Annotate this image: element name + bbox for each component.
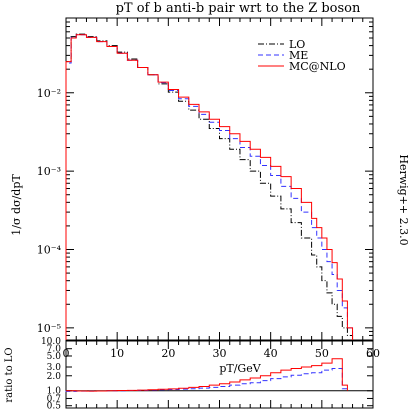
ratio-y-tick-label: 7.0 <box>47 345 62 355</box>
ratio-y-tick-label: 5.0 <box>47 352 62 362</box>
ratio-y-tick-label: 3.0 <box>47 363 62 373</box>
series-line-mc-nlo <box>65 34 354 340</box>
ratio-y-tick-label: 10.0 <box>41 337 61 347</box>
main-y-tick-label: 10⁻² <box>37 87 61 100</box>
main-y-tick-label: 10⁻⁴ <box>37 243 62 256</box>
legend-label-me: ME <box>289 49 308 62</box>
ratio-x-tick-label: 50 <box>315 347 329 360</box>
ratio-y-tick-label: 1.0 <box>47 387 62 397</box>
ratio-x-tick-label: 0 <box>63 347 70 360</box>
series-line-lo <box>65 33 354 340</box>
main-y-tick-label: 10⁻⁵ <box>37 322 61 335</box>
ratio-x-tick-label: 60 <box>366 347 380 360</box>
ratio-y-axis-label: ratio to LO <box>4 347 15 402</box>
ratio-plot-panel: 0 10 20 30 40 50 60 10.07.05.03.02.0 1.00.70.5 <box>41 337 380 412</box>
ratio-x-tick-label: 20 <box>161 347 175 360</box>
ratio-y-tick-label: 2.0 <box>47 372 62 382</box>
series-line-me <box>65 34 354 340</box>
main-y-tick-label: 10⁻³ <box>37 165 61 178</box>
ratio-y-tick-label: 0.7 <box>47 394 62 404</box>
chart-title: pT of b anti-b pair wrt to the Z boson <box>116 1 361 16</box>
ratio-x-tick-label: 10 <box>110 347 124 360</box>
ratio-x-tick-label: 30 <box>213 347 227 360</box>
generator-label: Herwig++ 2.3.0 <box>397 154 410 245</box>
legend-label-lo: LO <box>289 38 305 51</box>
x-axis-label: pT/GeV <box>219 362 261 375</box>
ratio-line-mc-nlo <box>66 358 348 392</box>
ratio-line-me <box>65 368 348 392</box>
ratio-y-tick-label: 0.5 <box>47 402 62 412</box>
main-y-axis-label: 1/σ dσ/dpT <box>10 174 23 236</box>
main-plot-panel: 10⁻⁵ 10⁻⁴ 10⁻³ 10⁻² <box>37 17 374 341</box>
legend-label-mc-nlo: MC@NLO <box>289 60 346 73</box>
ratio-x-tick-label: 40 <box>264 347 278 360</box>
